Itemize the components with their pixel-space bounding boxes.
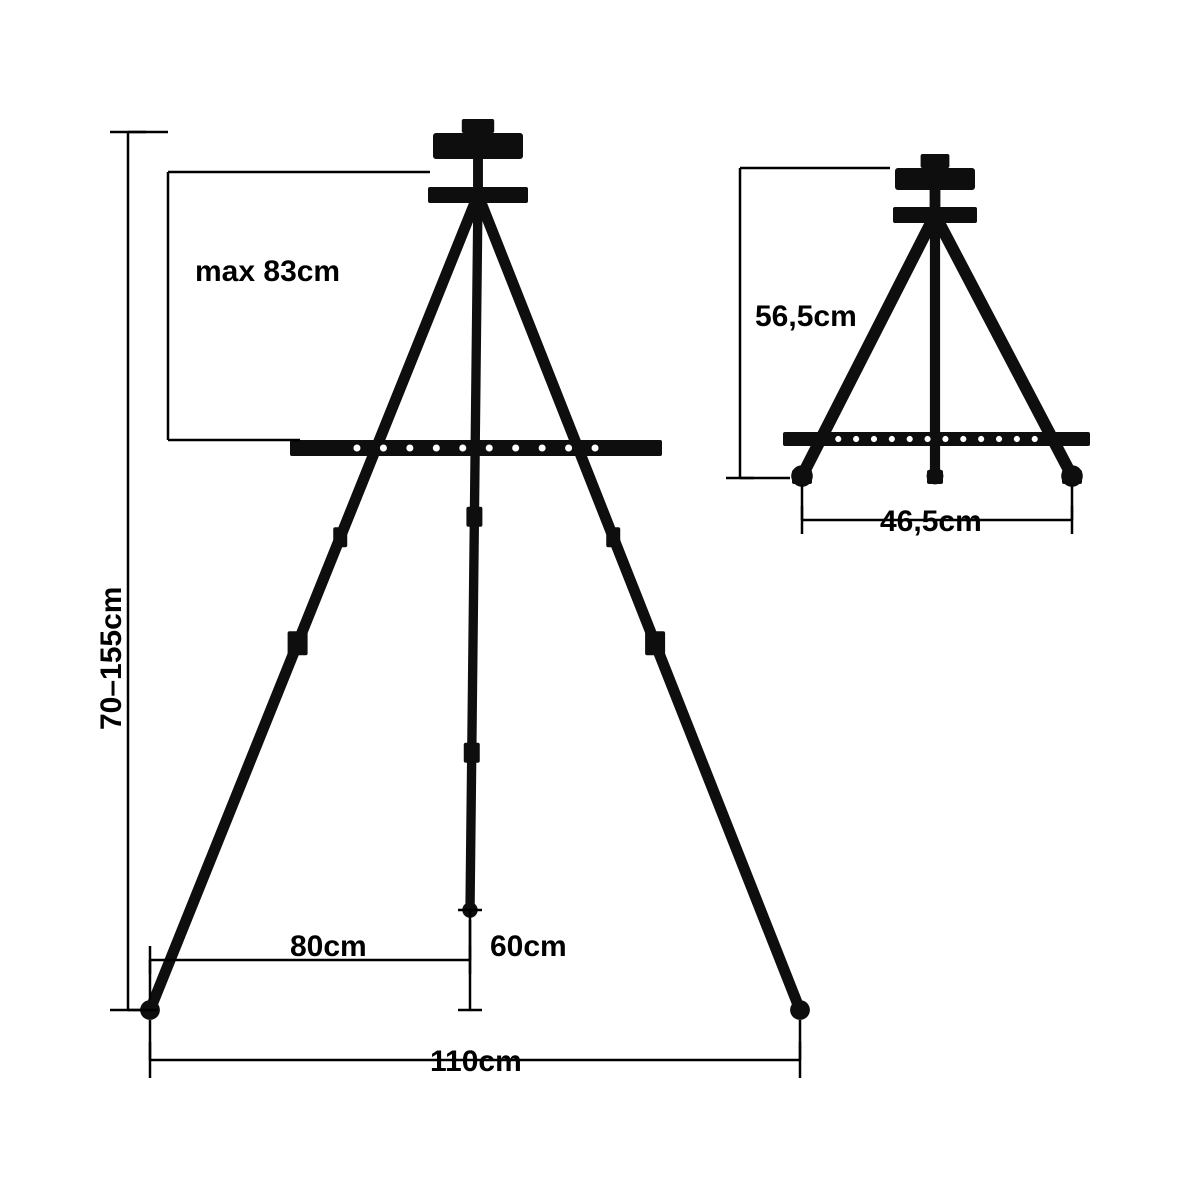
label-small-width: 46,5cm — [880, 505, 982, 539]
label-canvas-max: max 83cm — [195, 255, 340, 289]
label-height-range: 70–155cm — [95, 587, 129, 730]
label-back-leg: 60cm — [490, 930, 567, 964]
diagram-svg — [0, 0, 1181, 1181]
label-front-span: 80cm — [290, 930, 367, 964]
easel-dimension-diagram: { "canvas":{"w":1181,"h":1181,"bg":"#fff… — [0, 0, 1181, 1181]
label-base-width: 110cm — [430, 1045, 522, 1079]
label-small-height: 56,5cm — [755, 300, 857, 334]
